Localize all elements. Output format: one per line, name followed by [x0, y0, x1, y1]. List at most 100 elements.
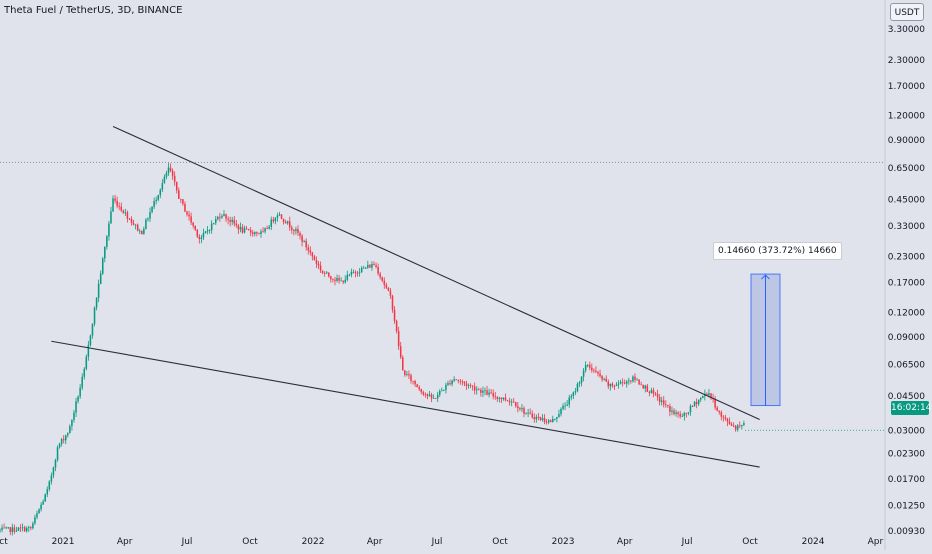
candle-body — [301, 235, 303, 242]
candle-body — [656, 393, 659, 398]
candle-body — [650, 390, 653, 393]
candle — [527, 408, 529, 418]
candle-body — [128, 218, 131, 220]
candle — [247, 228, 250, 231]
candle-body — [344, 279, 347, 283]
candle-body — [438, 390, 441, 395]
candle-body — [689, 406, 692, 413]
candle — [75, 397, 77, 418]
candle — [108, 220, 110, 241]
candle — [305, 238, 307, 251]
candle-body — [691, 406, 694, 407]
y-tick-label: 0.17000 — [888, 279, 925, 289]
candle — [365, 266, 367, 270]
candle-body — [465, 383, 468, 386]
candle — [531, 410, 534, 419]
candle — [494, 392, 497, 400]
candle — [282, 218, 285, 225]
candle-body — [539, 417, 542, 420]
candle-body — [500, 397, 503, 400]
candle-body — [720, 412, 723, 417]
candle — [54, 458, 57, 472]
candle-body — [256, 232, 258, 234]
candle — [730, 422, 733, 427]
candle — [517, 401, 519, 413]
candle-body — [270, 219, 273, 227]
candle-body — [258, 233, 260, 235]
candle-body — [601, 376, 603, 380]
candle-body — [564, 405, 566, 407]
y-tick-label: 0.04500 — [888, 392, 925, 402]
candle-body — [673, 410, 675, 414]
candle — [706, 392, 708, 396]
candle-body — [19, 527, 22, 529]
candle — [512, 397, 515, 403]
candle — [611, 381, 614, 388]
candle-body — [171, 170, 174, 176]
candle-body — [593, 370, 595, 372]
candle — [192, 221, 194, 229]
candle-body — [697, 399, 700, 404]
candle-body — [669, 405, 671, 412]
candle-body — [81, 376, 83, 388]
candle — [161, 179, 164, 193]
candle-body — [93, 307, 96, 324]
y-tick-label: 0.12000 — [888, 308, 925, 318]
candle — [393, 306, 396, 324]
candle-body — [410, 375, 412, 381]
candle — [112, 195, 114, 213]
currency-selector[interactable]: USDT — [890, 3, 924, 21]
candle — [315, 256, 318, 269]
candle-body — [85, 356, 88, 369]
candle — [408, 370, 410, 379]
candle-body — [83, 368, 86, 377]
candle — [722, 414, 725, 422]
candle — [490, 389, 492, 395]
candle — [428, 391, 431, 397]
candle — [217, 215, 219, 221]
candle-body — [722, 416, 725, 418]
candle-body — [157, 195, 160, 200]
candle — [492, 389, 494, 400]
candle — [523, 406, 525, 418]
candle — [371, 261, 373, 271]
candle-body — [449, 383, 451, 385]
candle-body — [342, 280, 344, 283]
candle-body — [299, 232, 301, 236]
candle — [48, 480, 51, 492]
candle-body — [547, 420, 550, 423]
candle-body — [447, 383, 449, 385]
candle-body — [278, 214, 281, 216]
candle — [356, 270, 359, 277]
x-tick-label: Jul — [181, 537, 193, 547]
candle-body — [108, 223, 110, 237]
candle — [32, 521, 34, 530]
candle-body — [486, 390, 488, 395]
candle-body — [436, 394, 439, 399]
candle — [291, 225, 293, 234]
candle-body — [708, 393, 710, 396]
candle — [379, 271, 381, 280]
candle — [198, 234, 201, 244]
candle-body — [89, 335, 92, 346]
x-tick-label: 2024 — [802, 537, 825, 547]
candle — [685, 412, 688, 418]
candle — [260, 229, 262, 238]
candle-body — [660, 400, 663, 402]
candle-body — [165, 173, 168, 177]
x-tick-label: Oct — [492, 537, 508, 547]
candle — [202, 228, 205, 241]
candle-body — [683, 412, 686, 417]
candle — [463, 381, 466, 387]
candle-body — [578, 382, 581, 384]
candle-body — [30, 527, 32, 529]
candle-body — [291, 227, 293, 230]
candle-body — [64, 435, 67, 441]
candle-body — [714, 398, 716, 408]
candle-body — [428, 394, 431, 396]
candle-body — [599, 373, 601, 377]
candle-body — [243, 228, 246, 233]
candle-body — [231, 219, 233, 222]
